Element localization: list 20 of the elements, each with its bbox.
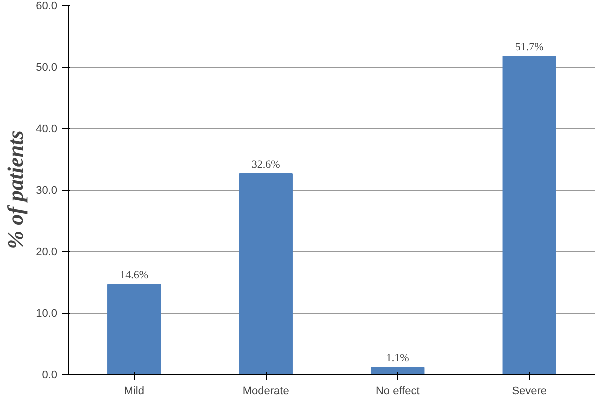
x-tick-label: Mild xyxy=(124,386,144,398)
x-tick-label: No effect xyxy=(376,386,420,398)
y-tick-label: 20.0 xyxy=(36,246,58,258)
data-label: 32.6% xyxy=(252,159,280,172)
y-tick-label: 60.0 xyxy=(36,0,58,12)
data-label: 14.6% xyxy=(120,270,149,282)
y-tick-label: 50.0 xyxy=(36,62,58,74)
y-tick-label: 0.0 xyxy=(42,370,58,382)
y-axis-title: % of patients xyxy=(3,130,28,250)
x-tick-label: Severe xyxy=(512,386,548,398)
x-tick-label: Moderate xyxy=(242,386,290,398)
bar xyxy=(371,367,425,374)
data-label: 51.7% xyxy=(515,42,544,54)
data-label: 1.1% xyxy=(386,352,410,365)
y-tick-label: 30.0 xyxy=(36,185,58,197)
y-tick-label: 40.0 xyxy=(36,124,58,136)
bar xyxy=(108,284,162,374)
y-tick-label: 10.0 xyxy=(36,308,58,320)
bar xyxy=(502,56,556,374)
bar xyxy=(239,174,293,374)
